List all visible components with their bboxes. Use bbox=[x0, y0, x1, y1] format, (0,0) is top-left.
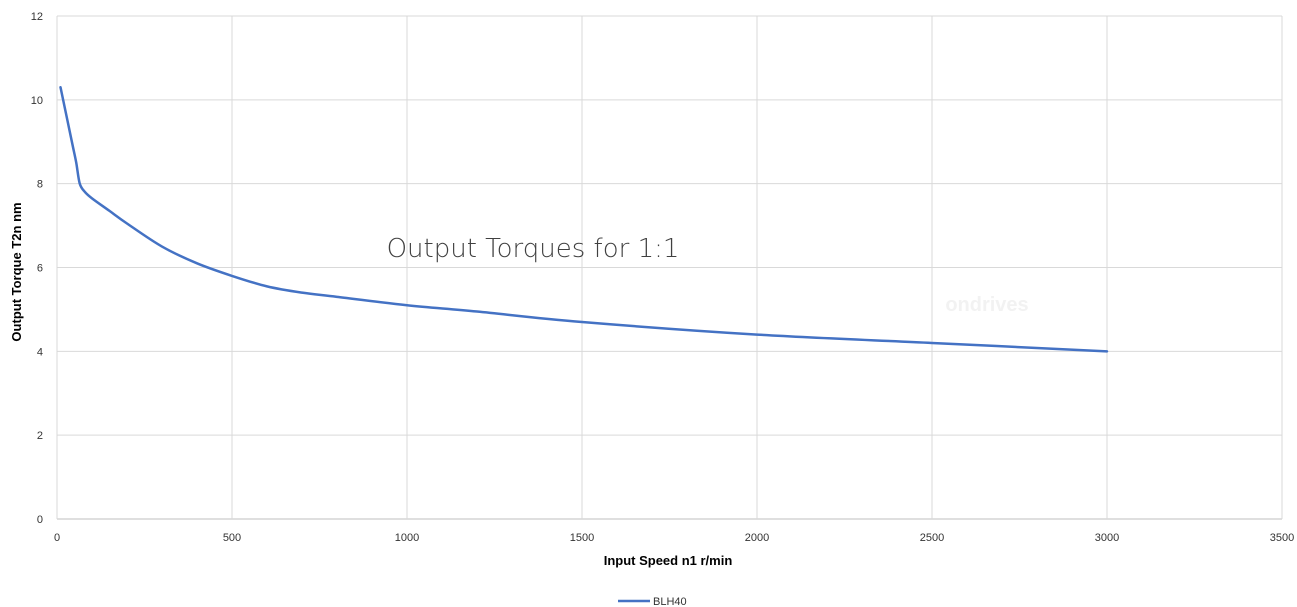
x-tick-label: 1500 bbox=[570, 532, 594, 544]
series-layer bbox=[59, 86, 1109, 353]
x-tick-label: 3500 bbox=[1270, 532, 1294, 544]
y-tick-label: 10 bbox=[31, 95, 43, 107]
legend-label: BLH40 bbox=[653, 596, 687, 607]
x-tick-label: 2000 bbox=[745, 532, 769, 544]
x-tick-label: 500 bbox=[223, 532, 241, 544]
y-tick-label: 2 bbox=[37, 430, 43, 442]
chart-title: Output Torques for 1:1 bbox=[387, 234, 680, 264]
x-tick-label: 3000 bbox=[1095, 532, 1119, 544]
y-tick-label: 12 bbox=[31, 11, 43, 23]
y-tick-label: 4 bbox=[37, 346, 43, 358]
x-tick-label: 1000 bbox=[395, 532, 419, 544]
x-axis-ticks: 0 500 1000 1500 2000 2500 3000 3500 bbox=[54, 532, 1294, 544]
grid bbox=[56, 15, 1283, 520]
y-tick-label: 6 bbox=[37, 263, 43, 275]
y-tick-label: 8 bbox=[37, 179, 43, 191]
x-axis-title: Input Speed n1 r/min bbox=[604, 553, 733, 568]
x-tick-label: 0 bbox=[54, 532, 60, 544]
y-tick-label: 0 bbox=[37, 514, 43, 526]
y-axis-title: Output Torque T2n nm bbox=[9, 202, 24, 341]
x-tick-label: 2500 bbox=[920, 532, 944, 544]
series-line-blh40 bbox=[59, 86, 1109, 353]
y-axis-ticks: 0 2 4 6 8 10 12 bbox=[31, 11, 43, 526]
legend: BLH40 bbox=[618, 596, 687, 607]
watermark: ondrives bbox=[945, 294, 1028, 316]
